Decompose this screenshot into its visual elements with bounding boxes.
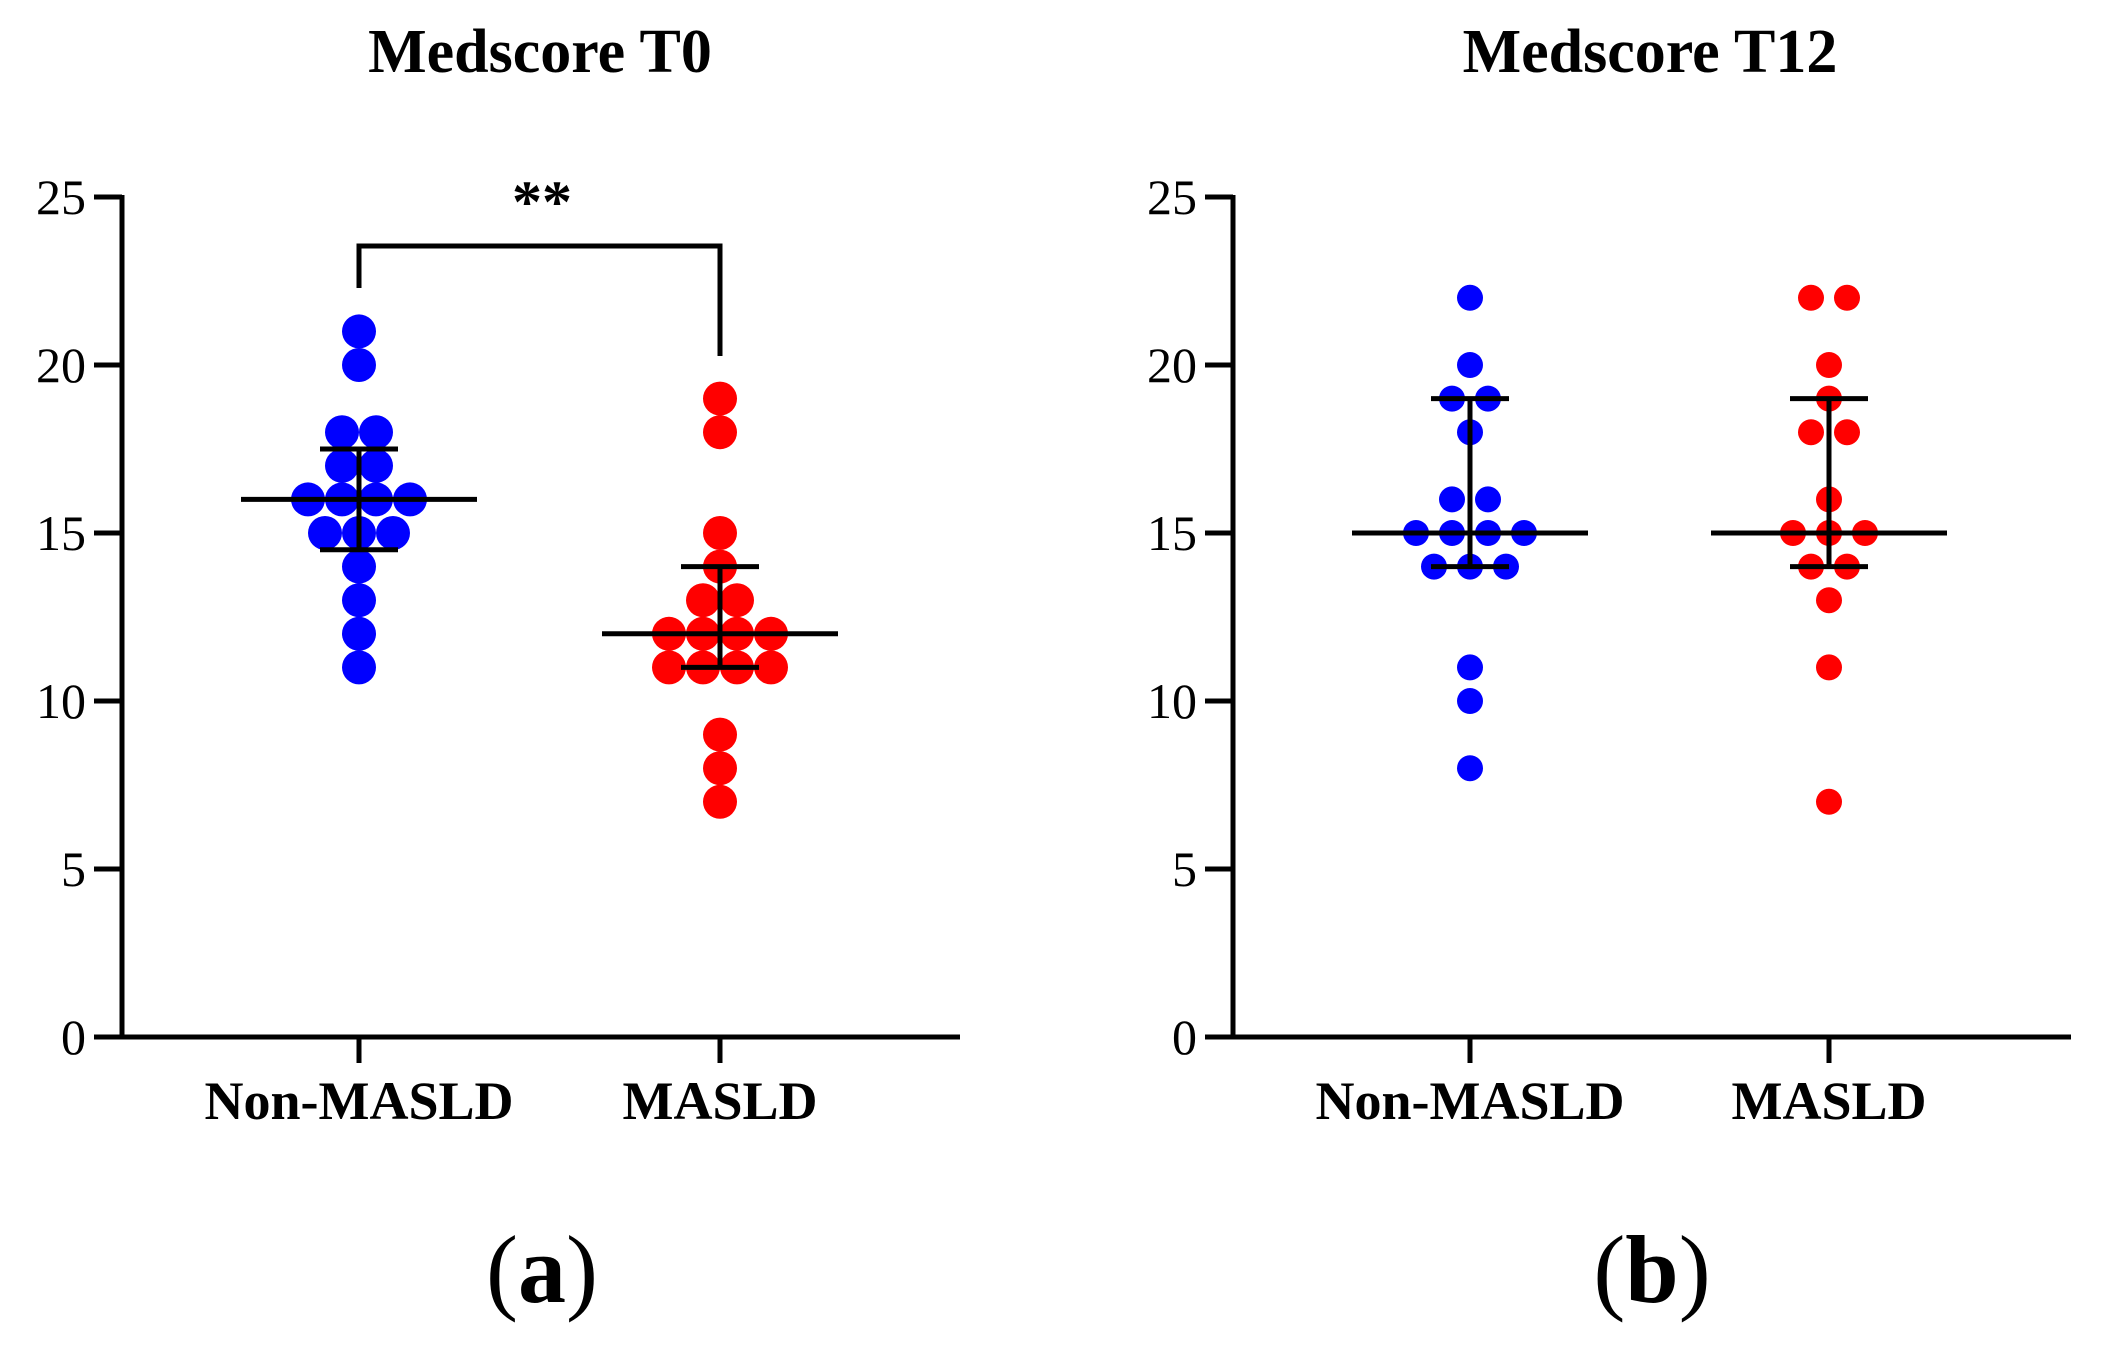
panel-b-data-point <box>1798 419 1824 446</box>
panel-b-data-point <box>1457 352 1483 378</box>
panel-a-data-point <box>376 516 410 550</box>
panel-b-letter-open-paren: ( <box>1593 1216 1625 1323</box>
panel-a-y-axis: 0 5 10 15 20 25 <box>36 169 125 1065</box>
svg-text:(a): (a) <box>486 1216 598 1323</box>
panel-b-y-tick-label: 0 <box>1172 1009 1197 1065</box>
panel-b-category-label: Non-MASLD <box>1315 1071 1624 1131</box>
panel-a-data-point <box>325 415 359 450</box>
panel-a-y-tick-label: 0 <box>61 1009 86 1065</box>
panel-b-data-point <box>1439 486 1465 513</box>
panel-b-data-point <box>1816 788 1842 815</box>
panel-b-y-tick-label: 15 <box>1147 505 1197 561</box>
panel-a-marks <box>241 243 838 819</box>
panel-a-data-point <box>342 314 376 349</box>
panel-b-data-point <box>1457 284 1483 311</box>
panel-b-y-tick-label: 20 <box>1147 337 1197 393</box>
panel-b-data-point <box>1475 486 1501 513</box>
panel-b-y-tick-label: 10 <box>1147 673 1197 729</box>
panel-b-y-tick-label: 5 <box>1172 841 1197 897</box>
panel-a-x-axis: Non-MASLD MASLD <box>120 1034 960 1131</box>
panel-a-data-point <box>342 549 376 584</box>
panel-b-data-point <box>1457 688 1483 714</box>
panel-a-data-point <box>703 415 737 450</box>
panel-b-letter: (b) <box>1593 1216 1710 1323</box>
panel-a-category-label: Non-MASLD <box>204 1071 513 1131</box>
panel-a-data-point <box>308 516 342 550</box>
panel-a-data-point <box>703 516 737 550</box>
panel-b-data-point <box>1457 654 1483 681</box>
panel-b-marks <box>1352 284 1947 815</box>
panel-a-letter: (a) <box>486 1216 598 1323</box>
panel-b-data-point <box>1816 352 1842 378</box>
panel-a-y-tick-label: 25 <box>36 169 86 225</box>
panel-a-title: Medscore T0 <box>368 18 712 86</box>
panel-a-data-point <box>703 381 737 416</box>
panel-b-data-point <box>1798 284 1824 311</box>
panel-a-letter-open-paren: ( <box>486 1216 518 1323</box>
significance-label: ** <box>512 169 572 235</box>
panel-b-title: Medscore T12 <box>1463 18 1838 86</box>
panel-a-data-point <box>359 415 393 450</box>
panel-a-y-tick-label: 20 <box>36 337 86 393</box>
panel-a-data-point <box>342 650 376 685</box>
panel-a-data-point <box>686 583 720 618</box>
panel-a-data-point <box>342 348 376 382</box>
panel-a-y-tick-label: 15 <box>36 505 86 561</box>
panel-a-letter-text: a <box>518 1216 566 1323</box>
panel-a-data-point <box>359 448 393 483</box>
panel-a: Medscore T0 0 5 10 15 20 25 Non-MASLD MASLD **… <box>36 18 960 1323</box>
significance-bracket <box>356 243 723 356</box>
panel-b-letter-text: b <box>1625 1216 1678 1323</box>
panel-a-data-point <box>342 583 376 618</box>
panel-a-data-point <box>342 616 376 651</box>
panel-b-data-point <box>1834 419 1860 446</box>
panel-a-data-point <box>720 583 754 618</box>
panel-b-x-axis: Non-MASLD MASLD <box>1231 1034 2071 1131</box>
panel-b-data-point <box>1816 654 1842 681</box>
panel-a-letter-close-paren: ) <box>566 1216 598 1323</box>
panel-b-data-point <box>1816 587 1842 614</box>
panel-a-y-tick-label: 5 <box>61 841 86 897</box>
panel-a-data-point <box>325 448 359 483</box>
panel-a-category-label: MASLD <box>622 1071 817 1131</box>
panel-b-category-label: MASLD <box>1731 1071 1926 1131</box>
panel-a-data-point <box>754 650 788 685</box>
panel-a-y-tick-label: 10 <box>36 673 86 729</box>
panel-b-y-axis: 0 5 10 15 20 25 <box>1147 169 1236 1065</box>
panel-a-data-point <box>703 751 737 786</box>
panel-a-data-point <box>703 717 737 752</box>
panel-b-y-tick-label: 25 <box>1147 169 1197 225</box>
panel-b-data-point <box>1457 755 1483 782</box>
panel-a-data-point <box>652 650 686 685</box>
panel-b-data-point <box>1834 284 1860 311</box>
panel-a-data-point <box>703 784 737 819</box>
panel-b-letter-close-paren: ) <box>1679 1216 1711 1323</box>
svg-text:(b): (b) <box>1593 1216 1710 1323</box>
panel-b: Medscore T12 0 5 10 15 20 25 Non-MASLD MASLD (… <box>1147 18 2071 1323</box>
